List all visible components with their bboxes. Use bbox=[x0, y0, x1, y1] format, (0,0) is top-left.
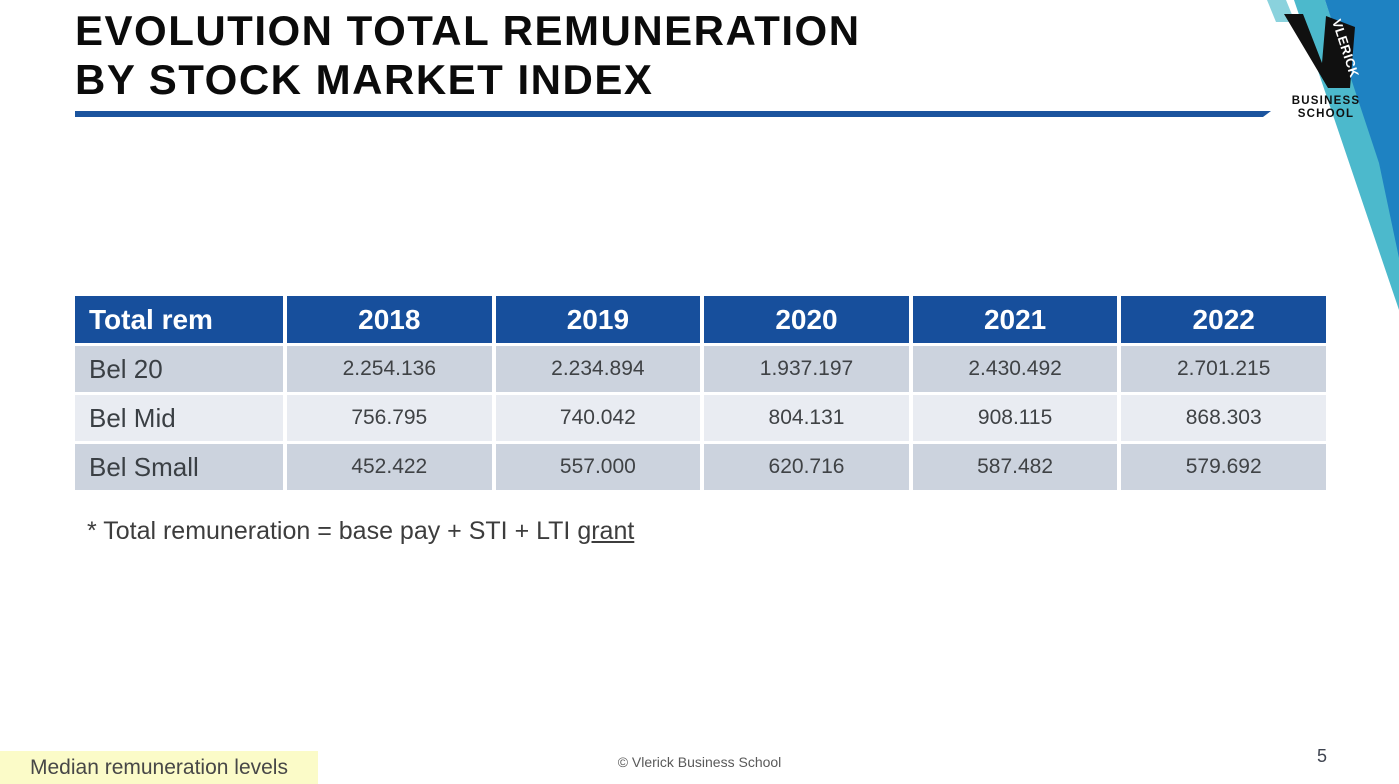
footer-section-label-text: Median remuneration levels bbox=[30, 755, 288, 779]
table-cell-bel20-2019: 2.234.894 bbox=[495, 346, 701, 392]
table-cell-belmid-2022: 868.303 bbox=[1121, 395, 1326, 441]
table-cell-belsmall-2021: 587.482 bbox=[912, 444, 1118, 490]
page-title: EVOLUTION TOTAL REMUNERATION BY STOCK MA… bbox=[75, 6, 861, 104]
footnote-text: * Total remuneration = base pay + STI + … bbox=[87, 517, 578, 545]
title-underline-rule bbox=[75, 111, 1271, 117]
table-cell-belsmall-2022: 579.692 bbox=[1121, 444, 1326, 490]
table-row-label-belsmall: Bel Small bbox=[75, 444, 283, 490]
footer-copyright: © Vlerick Business School bbox=[617, 754, 782, 770]
remuneration-table: Total rem 2018 2019 2020 2021 2022 Bel 2… bbox=[75, 296, 1326, 490]
page-title-line1: EVOLUTION TOTAL REMUNERATION bbox=[75, 7, 861, 54]
table-cell-belmid-2021: 908.115 bbox=[912, 395, 1118, 441]
logo-line1: BUSINESS bbox=[1292, 95, 1360, 107]
table-header-2019: 2019 bbox=[495, 296, 701, 343]
table-cell-bel20-2021: 2.430.492 bbox=[912, 346, 1118, 392]
table-header-2020: 2020 bbox=[704, 296, 909, 343]
table-cell-belsmall-2019: 557.000 bbox=[495, 444, 701, 490]
table-cell-bel20-2018: 2.254.136 bbox=[287, 346, 492, 392]
table-cell-belsmall-2018: 452.422 bbox=[287, 444, 492, 490]
footnote-underlined-word: grant bbox=[577, 517, 635, 545]
page-number: 5 bbox=[1316, 746, 1327, 766]
logo-line2: SCHOOL bbox=[1298, 108, 1354, 120]
table-row-label-belmid: Bel Mid bbox=[75, 395, 283, 441]
page-title-line2: BY STOCK MARKET INDEX bbox=[75, 56, 654, 103]
footer-section-label: Median remuneration levels bbox=[0, 751, 318, 784]
table-cell-belmid-2020: 804.131 bbox=[704, 395, 909, 441]
table-header-2018: 2018 bbox=[287, 296, 492, 343]
table-cell-bel20-2020: 1.937.197 bbox=[704, 346, 909, 392]
table-cell-bel20-2022: 2.701.215 bbox=[1121, 346, 1326, 392]
table-row-label-bel20: Bel 20 bbox=[75, 346, 283, 392]
table-cell-belmid-2018: 756.795 bbox=[287, 395, 492, 441]
table-cell-belsmall-2020: 620.716 bbox=[704, 444, 909, 490]
table-cell-belmid-2019: 740.042 bbox=[495, 395, 701, 441]
vlerick-logo: VLERICK BUSINESS SCHOOL bbox=[1267, 0, 1399, 310]
table-header-total-rem: Total rem bbox=[75, 296, 283, 343]
table-header-2021: 2021 bbox=[912, 296, 1118, 343]
footnote: * Total remuneration = base pay + STI + … bbox=[87, 517, 634, 546]
table-header-2022: 2022 bbox=[1121, 296, 1326, 343]
